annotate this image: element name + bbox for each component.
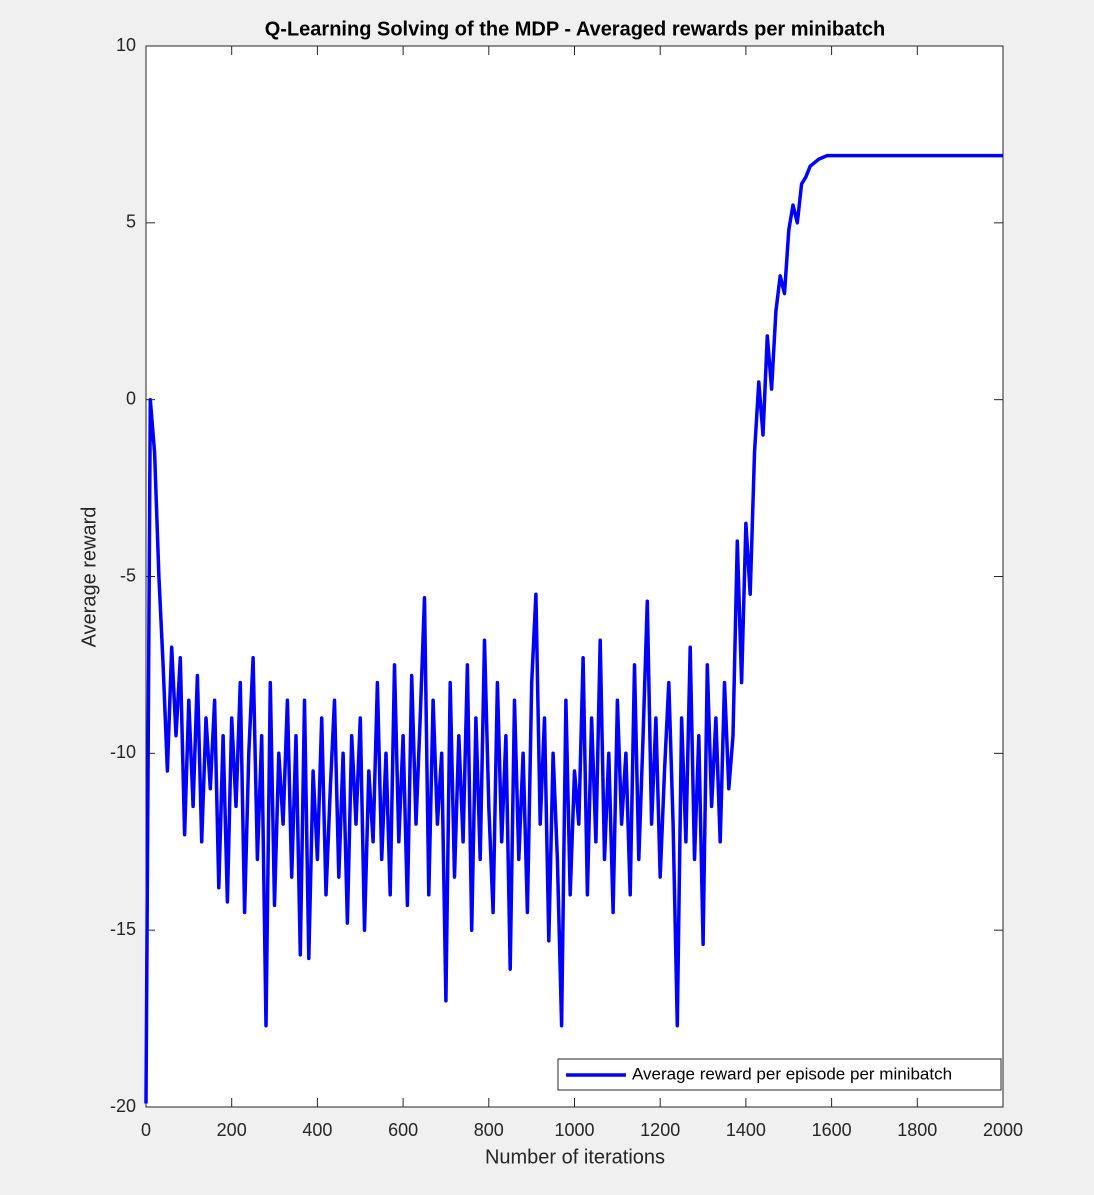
y-tick-label: -20 (110, 1096, 136, 1116)
x-tick-label: 400 (302, 1120, 332, 1140)
y-tick-label: 10 (116, 35, 136, 55)
x-axis-label: Number of iterations (485, 1146, 665, 1168)
line (144, 153, 1003, 1104)
x-tick-label: 1600 (812, 1120, 852, 1140)
chart-title: Q-Learning Solving of the MDP - Averaged… (265, 18, 885, 40)
y-tick-label: 0 (126, 388, 136, 408)
y-tick-label: -15 (110, 919, 136, 939)
x-tick-label: 1000 (554, 1120, 594, 1140)
legend-box (557, 1058, 1002, 1091)
y-tick-label: -10 (110, 742, 136, 762)
plot-area (145, 45, 1004, 1108)
y-axis-label: Average reward (78, 507, 100, 648)
x-tick-label: 1400 (726, 1120, 766, 1140)
y-tick-label: -5 (120, 565, 136, 585)
x-tick-label: 1800 (897, 1120, 937, 1140)
x-tick-label: 0 (141, 1120, 151, 1140)
legend-label: Average reward per episode per minibatch (632, 1064, 952, 1083)
y-tick-label: 5 (126, 212, 136, 232)
x-tick-label: 2000 (983, 1120, 1023, 1140)
x-tick-label: 200 (217, 1120, 247, 1140)
x-tick-label: 600 (388, 1120, 418, 1140)
x-tick-label: 1200 (640, 1120, 680, 1140)
x-tick-label: 800 (474, 1120, 504, 1140)
